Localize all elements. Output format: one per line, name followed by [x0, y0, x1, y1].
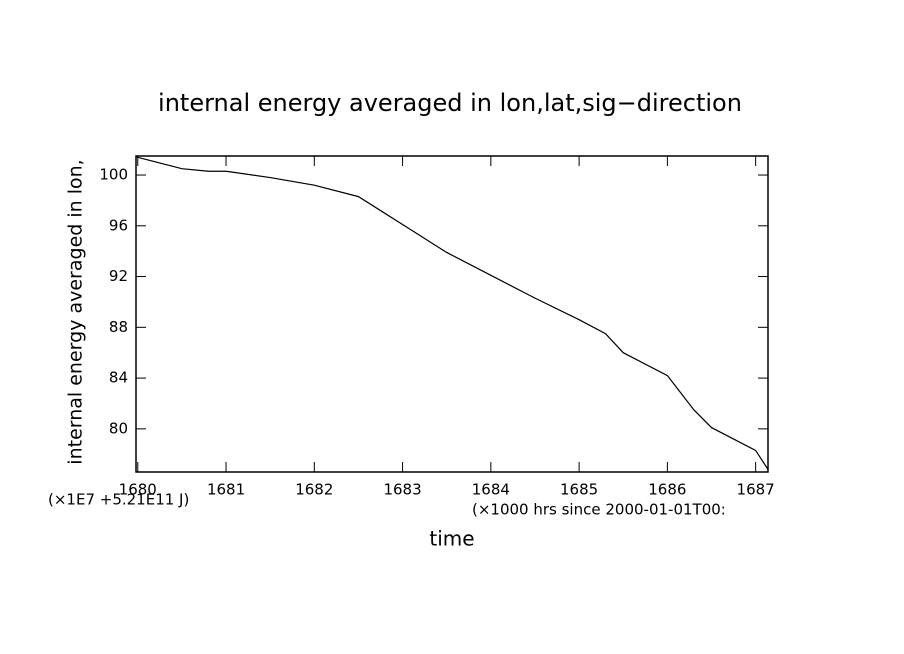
x-tick-label: 1683 — [383, 481, 421, 499]
x-axis-label: time — [429, 527, 474, 551]
x-tick-label: 1681 — [207, 481, 245, 499]
chart-title: internal energy averaged in lon,lat,sig−… — [158, 89, 742, 117]
x-units: (×1000 hrs since 2000-01-01T00: — [472, 501, 726, 519]
y-tick-label: 92 — [109, 267, 128, 285]
y-tick-label: 96 — [109, 216, 128, 234]
x-tick-label: 1684 — [472, 481, 510, 499]
x-tick-label: 1687 — [737, 481, 775, 499]
y-units: (×1E7 +5.21E11 J) — [48, 491, 189, 509]
y-tick-label: 100 — [99, 166, 128, 184]
x-tick-label: 1682 — [295, 481, 333, 499]
y-tick-label: 80 — [109, 419, 128, 437]
x-tick-label: 1686 — [648, 481, 686, 499]
y-axis-label: internal energy averaged in lon, — [65, 159, 87, 464]
x-tick-label: 1680 — [119, 481, 157, 499]
y-tick-label: 88 — [109, 318, 128, 336]
line — [135, 155, 769, 470]
y-tick-label: 84 — [109, 369, 128, 387]
plot-frame — [135, 155, 769, 473]
x-tick-label: 1685 — [560, 481, 598, 499]
